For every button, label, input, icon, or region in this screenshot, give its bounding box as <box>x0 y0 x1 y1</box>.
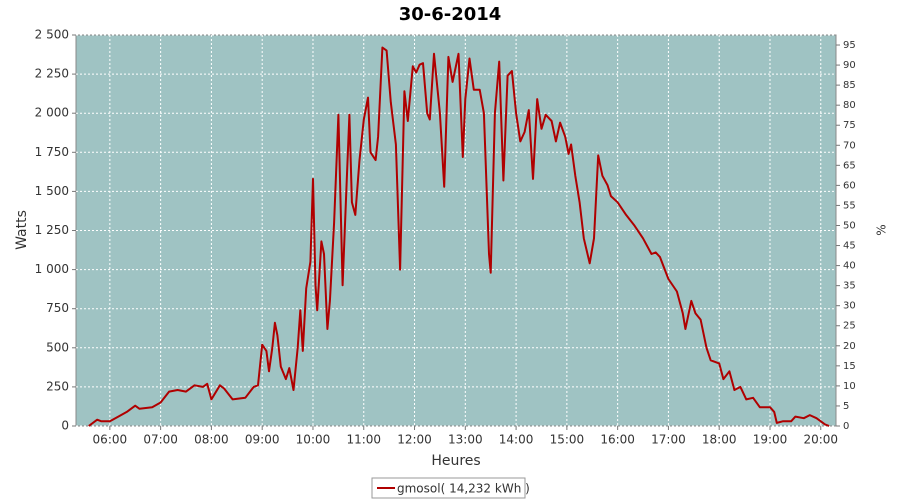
data-line <box>88 46 830 427</box>
y2-tick-label: 30 <box>843 301 856 312</box>
y2-tick-label: 55 <box>843 200 856 211</box>
y-tick-label: 1 000 <box>35 262 69 276</box>
x-tick-label: 18:00 <box>702 433 737 447</box>
y2-tick-label: 50 <box>843 220 856 231</box>
x-tick-label: 12:00 <box>397 433 432 447</box>
x-axis-label: Heures <box>431 453 480 469</box>
x-tick-label: 17:00 <box>651 433 686 447</box>
y2-tick-label: 25 <box>843 321 856 332</box>
y2-tick-label: 80 <box>843 100 856 111</box>
legend <box>371 477 526 499</box>
legend-label: gmosol( 14,232 kWh ) <box>397 482 530 496</box>
x-tick-label: 16:00 <box>600 433 635 447</box>
y-tick-label: 2 500 <box>35 28 69 42</box>
y2-tick-label: 10 <box>843 381 856 392</box>
y2-tick-label: 40 <box>843 261 856 272</box>
y2-tick-label: 85 <box>843 80 856 91</box>
y-tick-label: 1 250 <box>35 223 69 237</box>
x-tick-label: 11:00 <box>346 433 381 447</box>
y2-tick-label: 15 <box>843 361 856 372</box>
y-tick-label: 1 750 <box>35 145 69 159</box>
x-tick-label: 19:00 <box>753 433 788 447</box>
y-tick-label: 1 500 <box>35 184 69 198</box>
x-tick-label: 15:00 <box>550 433 585 447</box>
x-tick-label: 08:00 <box>194 433 229 447</box>
y-tick-label: 0 <box>61 419 69 433</box>
x-tick-label: 14:00 <box>499 433 534 447</box>
y-tick-label: 500 <box>46 340 69 354</box>
y-tick-label: 2 000 <box>35 106 69 120</box>
y2-tick-label: 95 <box>843 40 856 51</box>
chart-title: 30-6-2014 <box>399 4 502 25</box>
y2-tick-label: 0 <box>843 421 849 432</box>
y-tick-label: 2 250 <box>35 67 69 81</box>
y2-tick-label: 75 <box>843 120 856 131</box>
y2-tick-label: 45 <box>843 241 856 252</box>
x-tick-label: 20:00 <box>803 433 838 447</box>
y-tick-label: 750 <box>46 301 69 315</box>
x-tick-label: 09:00 <box>245 433 280 447</box>
y2-tick-label: 65 <box>843 160 856 171</box>
y-tick-label: 250 <box>46 379 69 393</box>
x-tick-label: 10:00 <box>296 433 331 447</box>
y-axis-label: Watts <box>14 210 30 250</box>
x-tick-label: 07:00 <box>143 433 178 447</box>
y2-tick-label: 90 <box>843 60 856 71</box>
y2-tick-label: 5 <box>843 401 849 412</box>
y2-tick-label: 20 <box>843 341 856 352</box>
y2-axis-label: % <box>875 224 889 235</box>
x-tick-label: 13:00 <box>448 433 483 447</box>
y2-tick-label: 35 <box>843 281 856 292</box>
y2-tick-label: 60 <box>843 180 856 191</box>
x-tick-label: 06:00 <box>93 433 128 447</box>
y2-tick-label: 70 <box>843 140 856 151</box>
